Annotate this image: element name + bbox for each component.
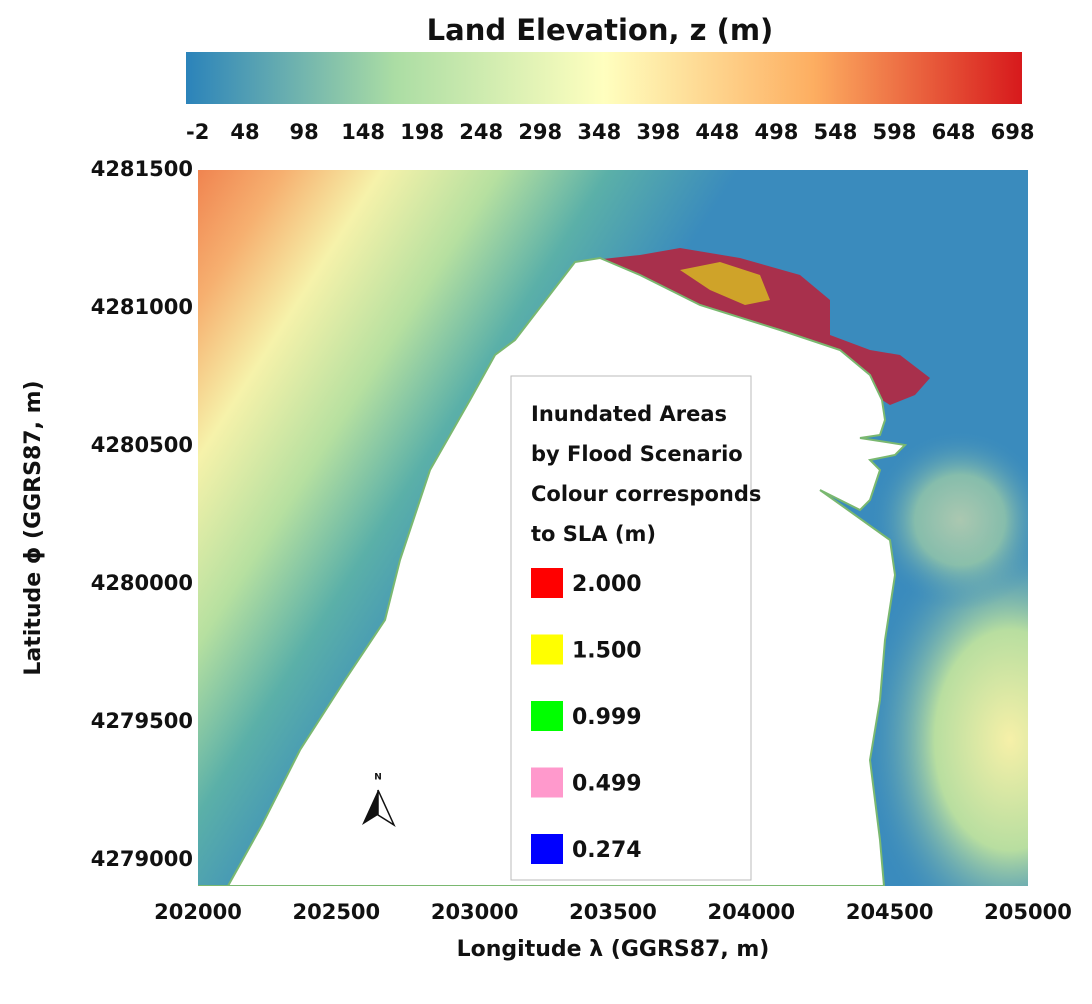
legend-label: 0.499 [572,772,642,797]
legend-swatch [531,834,563,864]
colorbar-tick-label: 98 [289,120,318,144]
colorbar-tick-label: 148 [341,120,385,144]
colorbar-tick-label: 48 [230,120,259,144]
legend-label: 2.000 [572,572,642,597]
north-label: N [374,773,382,783]
colorbar-tick-label: -2 [186,120,209,144]
y-tick-label: 4279500 [91,709,193,733]
x-tick-label: 205000 [984,900,1072,924]
colorbar-tick-label: 198 [400,120,444,144]
colorbar-tick-label: 648 [932,120,976,144]
x-axis-label: Longitude λ (GGRS87, m) [457,937,770,962]
colorbar-title: Land Elevation, z (m) [427,13,774,47]
north-arrow-half [362,790,378,825]
north-arrow-half [377,789,396,827]
y-tick-label: 4279000 [91,847,193,871]
colorbar [186,52,1022,104]
legend-title: to SLA (m) [531,522,656,546]
legend-swatch [531,701,563,731]
colorbar-tick-label: 498 [754,120,798,144]
x-tick-label: 204500 [846,900,934,924]
x-tick-label: 202500 [292,900,380,924]
colorbar-tick-label: 448 [695,120,739,144]
north-arrow: N [362,773,396,827]
x-tick-label: 203500 [569,900,657,924]
colorbar-tick-label: 548 [814,120,858,144]
y-tick-label: 4280500 [91,433,193,457]
legend-label: 0.274 [572,838,642,863]
colorbar-tick-label: 598 [873,120,917,144]
x-tick-label: 202000 [154,900,242,924]
colorbar-tick-label: 298 [518,120,562,144]
colorbar-tick-label: 248 [459,120,503,144]
x-tick-label: 203000 [431,900,519,924]
legend-title: by Flood Scenario [531,442,743,466]
legend-label: 1.500 [572,639,642,664]
terrain-hill [860,520,1028,886]
colorbar-tick-label: 698 [991,120,1035,144]
legend-swatch [531,634,563,665]
terrain-hill [870,430,1028,610]
land-mask [198,886,228,900]
legend-title: Inundated Areas [531,402,727,426]
x-tick-label: 204000 [707,900,795,924]
legend-label: 0.999 [572,705,642,730]
y-tick-label: 4280000 [91,571,193,595]
legend-swatch [531,767,563,798]
flooded-area [680,262,770,305]
y-tick-label: 4281000 [91,295,193,319]
y-tick-label: 4281500 [91,157,193,181]
colorbar-tick-label: 398 [636,120,680,144]
legend-swatch [531,568,563,598]
colorbar-tick-label: 348 [577,120,621,144]
legend-title: Colour corresponds [531,482,761,506]
y-axis-label: Latitude ϕ (GGRS87, m) [21,380,46,675]
